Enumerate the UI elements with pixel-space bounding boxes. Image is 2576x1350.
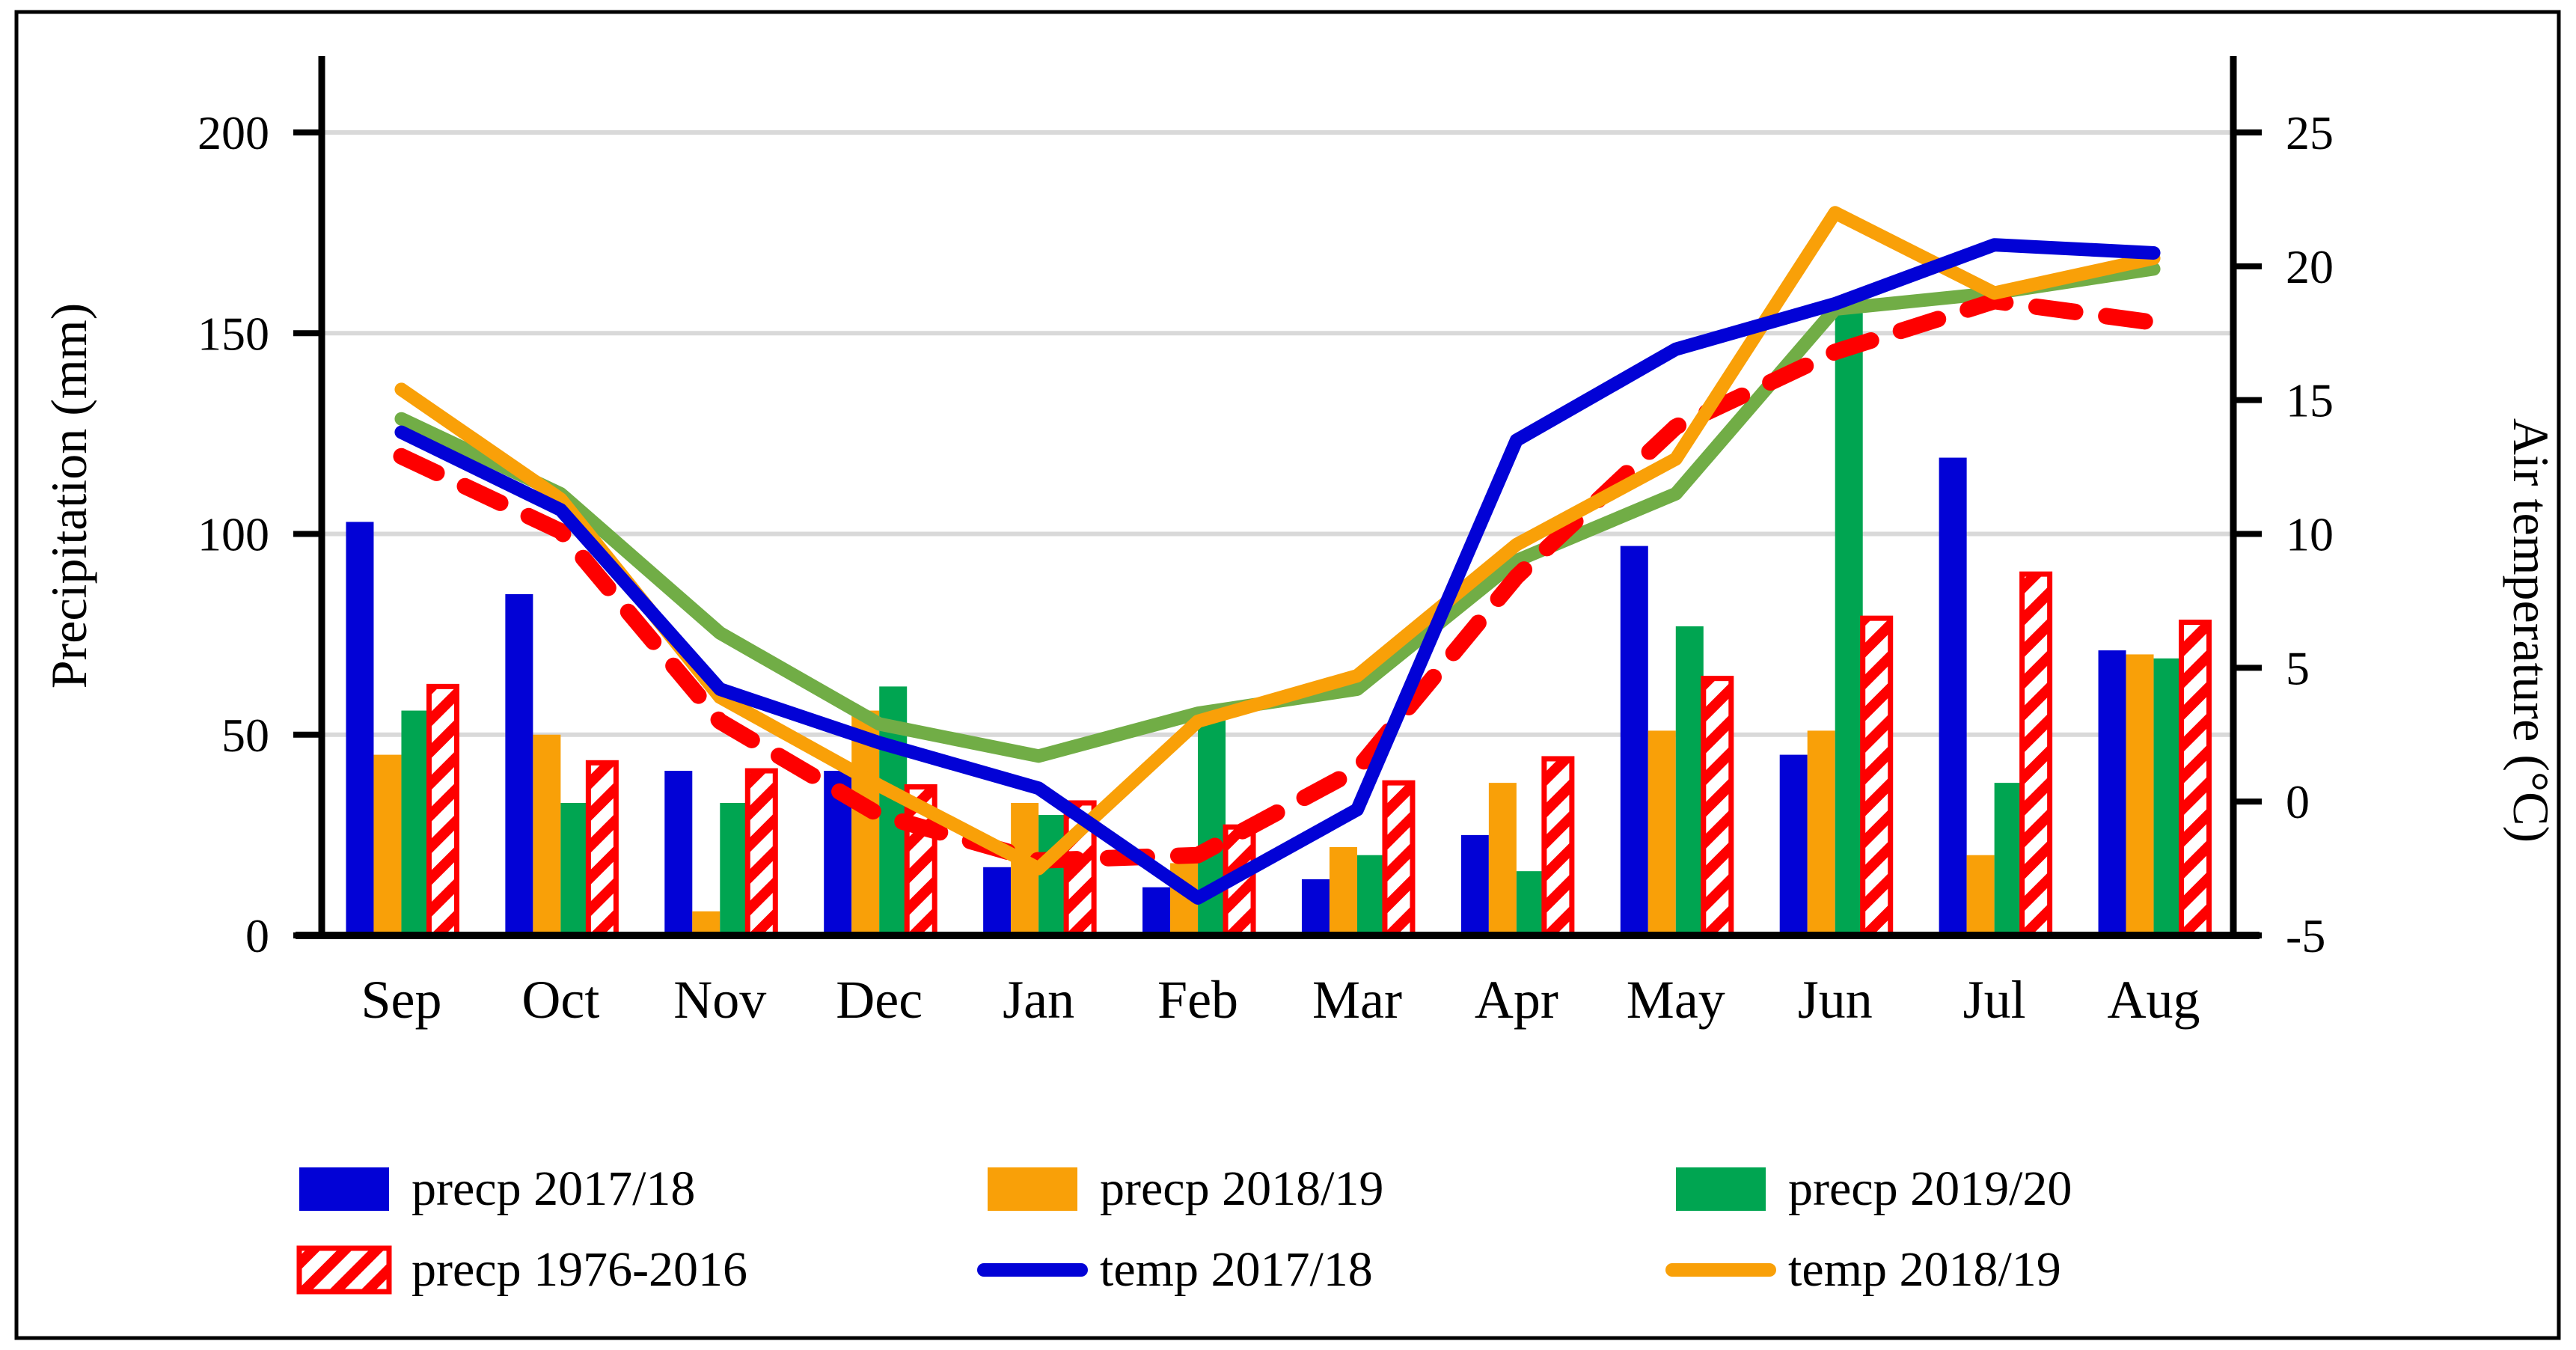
left-tick-label-100: 100 (198, 508, 269, 561)
bar-precp-2019-20-May (1675, 626, 1704, 935)
bar-precp-2019-20-Apr (1516, 871, 1544, 935)
left-tick-label-150: 150 (198, 307, 269, 360)
right-axis-title: Air temperature (°C) (2503, 418, 2560, 843)
line-temp-2017-18 (394, 238, 2161, 905)
month-label-Aug: Aug (2108, 970, 2200, 1030)
right-tick-label-20: 20 (2286, 240, 2334, 293)
left-tick-label-0: 0 (245, 909, 269, 962)
bar-precp-2017-18-Sep (346, 522, 374, 935)
temperature-lines (393, 206, 2162, 905)
legend-label-temp-2017-18: temp 2017/18 (1100, 1242, 1373, 1297)
month-label-Dec: Dec (836, 970, 923, 1030)
bar-precp-1976-2016-Oct (585, 760, 619, 938)
bar-precp-2019-20-Jan (1038, 815, 1067, 935)
bar-precp-2017-18-Feb (1142, 887, 1171, 935)
figure-border (14, 10, 2561, 1340)
figure-border-rect (14, 10, 2561, 1340)
legend-label-precp-1976-2016: precp 1976-2016 (412, 1242, 747, 1297)
bar-precp-2018-19-Mar (1329, 846, 1357, 935)
bar-precp-2017-18-May (1620, 546, 1648, 935)
bar-precp-2019-20-Oct (560, 802, 589, 935)
right-tick-label--5: -5 (2286, 909, 2325, 962)
bar-precp-2017-18-Apr (1460, 834, 1489, 935)
month-label-Apr: Apr (1475, 970, 1558, 1030)
bar-precp-2017-18-Aug (2098, 650, 2126, 935)
axis-labels: 0 50 100 150 200 -5 0 5 10 15 20 25 Sep Oct Nov Dec Jan F… (40, 106, 2560, 1030)
bar-precp-2017-18-Nov (664, 771, 693, 935)
bar-precp-2018-19-Jul (1966, 855, 1995, 935)
bar-precp-2018-19-May (1648, 730, 1676, 935)
month-label-Feb: Feb (1157, 970, 1238, 1030)
precipitation-bars (346, 313, 2212, 938)
bar-precp-2019-20-Jul (1994, 783, 2022, 935)
bar-precp-2017-18-Jan (983, 867, 1012, 935)
bar-precp-1976-2016-Jul (2019, 571, 2053, 938)
bar-precp-2018-19-Nov (692, 911, 721, 935)
bar-precp-1976-2016-Aug (2179, 620, 2212, 938)
bar-precp-1976-2016-Apr (1541, 756, 1575, 938)
bar-precp-2017-18-Mar (1301, 879, 1330, 935)
bar-precp-2018-19-Sep (373, 754, 402, 935)
month-label-Oct: Oct (521, 970, 599, 1030)
right-tick-label-25: 25 (2286, 106, 2334, 159)
month-label-Jun: Jun (1798, 970, 1873, 1030)
bar-precp-2018-19-Aug (2126, 654, 2154, 935)
month-label-Jan: Jan (1003, 970, 1074, 1030)
bar-precp-1976-2016-Mar (1382, 780, 1416, 938)
bar-precp-2018-19-Apr (1488, 783, 1517, 935)
left-axis-title: Precipitation (mm) (40, 303, 97, 689)
month-label-May: May (1627, 970, 1725, 1030)
bar-precp-2018-19-Jun (1807, 730, 1835, 935)
bar-precp-2017-18-Jul (1939, 457, 1967, 935)
line-temp-1976-2016 (393, 293, 2162, 869)
month-label-Sep: Sep (361, 970, 441, 1030)
bar-precp-2017-18-Jun (1779, 754, 1808, 935)
legend-label-precp-2017-18: precp 2017/18 (412, 1161, 695, 1216)
month-label-Mar: Mar (1312, 970, 1402, 1030)
axes (293, 56, 2262, 939)
legend-label-precp-2019-20: precp 2019/20 (1788, 1161, 2072, 1216)
legend-swatch-precp-2017-18 (299, 1167, 389, 1211)
right-tick-label-15: 15 (2286, 374, 2334, 427)
right-tick-label-0: 0 (2286, 775, 2310, 828)
bar-precp-2019-20-Jun (1835, 313, 1863, 935)
bar-precp-2019-20-Aug (2153, 658, 2182, 935)
legend-swatch-precp-2019-20 (1676, 1167, 1766, 1211)
bar-precp-2019-20-Sep (401, 710, 429, 935)
bar-precp-1976-2016-Nov (744, 768, 778, 938)
bar-precp-1976-2016-Jun (1860, 615, 1894, 938)
bar-precp-2019-20-Mar (1356, 855, 1385, 935)
left-tick-label-200: 200 (198, 106, 269, 159)
bar-precp-2017-18-Oct (505, 593, 533, 935)
bar-precp-1976-2016-May (1701, 676, 1734, 938)
bar-precp-2019-20-Nov (720, 802, 748, 935)
left-tick-label-50: 50 (221, 709, 269, 762)
legend-label-precp-2018-19: precp 2018/19 (1100, 1161, 1383, 1216)
bar-precp-2018-19-Oct (533, 734, 561, 935)
month-label-Nov: Nov (673, 970, 766, 1030)
right-tick-label-5: 5 (2286, 641, 2310, 694)
right-tick-label-10: 10 (2286, 508, 2334, 561)
month-label-Jul: Jul (1963, 970, 2026, 1030)
bar-precp-1976-2016-Sep (426, 683, 459, 938)
legend-label-temp-2018-19: temp 2018/19 (1788, 1242, 2061, 1297)
legend-swatch-precp-2018-19 (988, 1167, 1077, 1211)
legend-swatch-precp-1976-2016 (296, 1245, 392, 1295)
legend: precp 2017/18 precp 2018/19 precp 2019/20 p… (296, 1161, 2072, 1297)
